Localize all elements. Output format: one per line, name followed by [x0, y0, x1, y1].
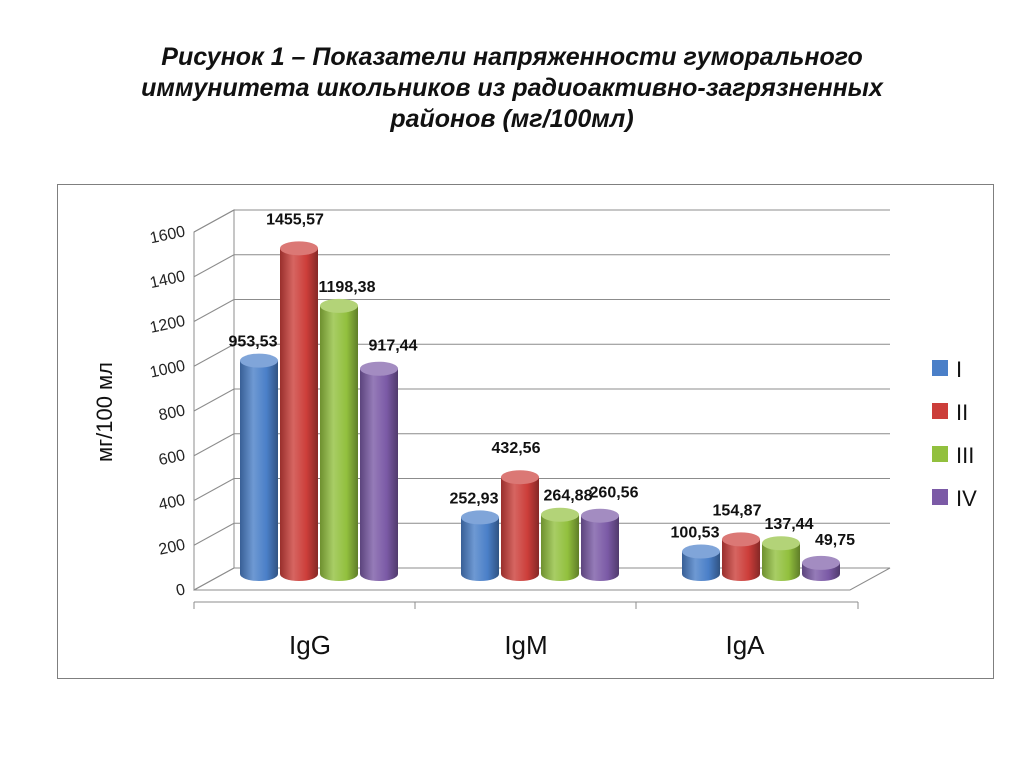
data-label: 260,56	[590, 485, 639, 502]
bar-top-iga-iii	[762, 536, 800, 551]
legend-label: II	[956, 400, 968, 425]
data-label: 100,53	[671, 525, 720, 542]
data-label: 252,93	[450, 490, 499, 507]
bar-iga-iii	[762, 543, 800, 581]
bar-iga-i	[682, 551, 720, 581]
bar-top-igm-iv	[581, 508, 619, 523]
bar-igm-iii	[541, 514, 579, 581]
bar-top-igg-ii	[280, 241, 318, 256]
y-tick-label: 0	[175, 581, 187, 599]
gridline-wall	[193, 343, 235, 367]
legend-swatch	[932, 403, 948, 419]
gridline-wall	[193, 254, 235, 278]
data-label: 917,44	[369, 338, 418, 355]
y-tick-label: 600	[157, 447, 187, 469]
bar-igm-iv	[581, 515, 619, 581]
bar-igg-ii	[280, 248, 318, 581]
legend-label: I	[956, 357, 962, 382]
bar-igg-iii	[320, 305, 358, 581]
title-line-2: иммунитета школьников из радиоактивно-за…	[141, 74, 883, 102]
data-label: 49,75	[815, 532, 855, 549]
gridline-wall	[193, 209, 235, 233]
data-label: 1455,57	[266, 211, 324, 228]
legend-swatch	[932, 446, 948, 462]
gridline-wall	[193, 478, 235, 501]
bar-top-igg-i	[240, 353, 278, 368]
x-category-label: IgA	[725, 630, 765, 660]
bar-top-igm-i	[461, 510, 499, 525]
legend-swatch	[932, 360, 948, 376]
bar-igg-i	[240, 360, 278, 581]
bar-top-igm-iii	[541, 507, 579, 522]
bar-top-iga-i	[682, 544, 720, 559]
bar-igm-i	[461, 517, 499, 581]
chart-floor	[193, 567, 891, 591]
x-category-label: IgG	[289, 630, 331, 660]
bar-iga-ii	[722, 539, 760, 581]
data-label: 953,53	[229, 334, 278, 351]
title-line-3: районов (мг/100мл)	[390, 105, 634, 133]
bar-top-iga-iv	[802, 555, 840, 570]
data-label: 432,56	[492, 440, 541, 457]
y-tick-label: 1600	[148, 223, 186, 247]
bar-top-igm-ii	[501, 470, 539, 485]
data-label: 1198,38	[319, 279, 376, 296]
y-tick-label: 800	[157, 402, 187, 424]
y-tick-label: 1200	[148, 313, 186, 337]
gridline-wall	[193, 388, 235, 412]
data-label: 264,88	[544, 488, 593, 505]
data-label: 137,44	[765, 516, 814, 533]
chart-title: Рисунок 1 – Показатели напряженности гум…	[60, 42, 964, 135]
x-category-label: IgM	[504, 630, 547, 660]
bar-igm-ii	[501, 477, 539, 581]
gridline-wall	[193, 522, 235, 546]
legend-label: III	[956, 443, 974, 468]
y-tick-label: 200	[157, 537, 187, 559]
gridline-wall	[193, 299, 235, 322]
gridline-wall	[193, 433, 235, 457]
y-tick-label: 1000	[148, 358, 186, 382]
y-tick-label: 1400	[148, 268, 186, 292]
bar-top-igg-iii	[320, 298, 358, 313]
bar-igg-iv	[360, 368, 398, 581]
bar-top-igg-iv	[360, 361, 398, 376]
bar-top-iga-ii	[722, 532, 760, 547]
y-tick-label: 400	[157, 492, 187, 514]
data-label: 154,87	[713, 502, 762, 519]
legend-swatch	[932, 489, 948, 505]
title-line-1: Рисунок 1 – Показатели напряженности гум…	[161, 43, 863, 71]
legend-label: IV	[956, 486, 977, 511]
y-axis-label: мг/100 мл	[92, 362, 117, 462]
